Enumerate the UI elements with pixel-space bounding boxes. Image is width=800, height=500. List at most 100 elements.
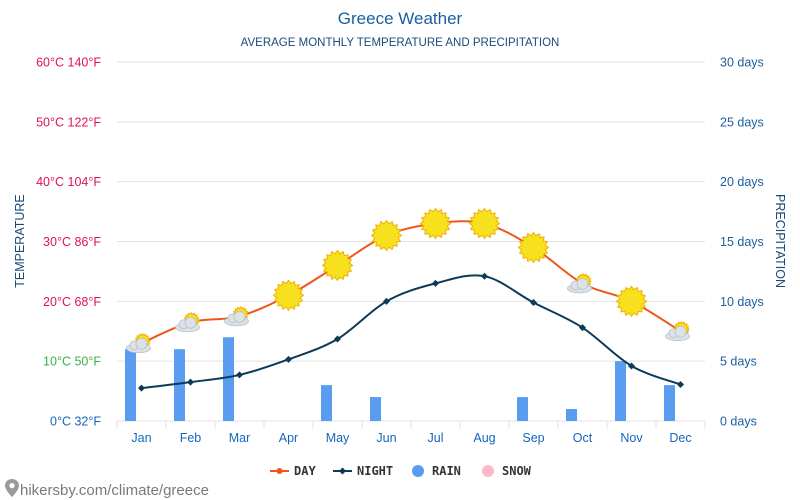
night-point	[481, 272, 488, 280]
left-tick-label: 0°C 32°F	[50, 415, 101, 429]
cloud-shape	[126, 337, 151, 354]
cloud-shape	[175, 316, 200, 333]
night-point	[236, 371, 243, 379]
chart-title: Greece Weather	[338, 9, 463, 28]
night-point	[187, 378, 194, 386]
month-label: Sep	[522, 431, 544, 445]
cloud-puff	[674, 325, 687, 338]
sun-icon	[468, 207, 501, 240]
rain-bar	[664, 385, 675, 421]
night-point	[383, 297, 390, 305]
night-line	[141, 274, 681, 390]
sun-disc	[425, 213, 446, 234]
legend-item-rain[interactable]: RAIN	[412, 464, 461, 478]
rain-bar	[566, 409, 577, 421]
y-axis-label-left: TEMPERATURE	[13, 194, 27, 288]
y-axis-label-right: PRECIPITATION	[773, 194, 787, 288]
right-tick-label: 25 days	[720, 115, 764, 129]
legend-snow-marker	[482, 465, 494, 477]
location-pin-icon	[5, 479, 19, 497]
rain-bar	[125, 349, 136, 421]
sun-disc	[278, 285, 299, 306]
night-point	[285, 355, 292, 363]
sun-cloud-icon	[567, 273, 592, 294]
month-label: Jul	[428, 431, 444, 445]
month-label: Feb	[180, 431, 202, 445]
right-tick-label: 5 days	[720, 355, 757, 369]
legend-day-label: DAY	[294, 464, 316, 478]
cloud-puff	[184, 316, 197, 329]
right-axis-ticks: 0 days 5 days 10 days 15 days 20 days 25 days…	[720, 56, 764, 429]
legend-item-night[interactable]: NIGHT	[333, 464, 393, 478]
sun-cloud-icon	[665, 320, 690, 342]
rain-bar	[615, 361, 626, 421]
weather-icons	[126, 207, 690, 354]
sun-icon	[615, 285, 648, 318]
sun-disc	[523, 237, 544, 258]
month-label: Apr	[279, 431, 298, 445]
temperature-lines	[138, 220, 684, 392]
night-point	[530, 299, 537, 307]
night-point	[677, 381, 684, 389]
source-link[interactable]: hikersby.com/climate/greece	[20, 482, 209, 499]
sun-icon	[517, 231, 550, 264]
sun-disc	[474, 213, 495, 234]
day-line	[141, 220, 682, 345]
legend-night-marker	[339, 467, 346, 475]
cloud-shape	[224, 310, 249, 327]
night-point	[432, 279, 439, 287]
chart-subtitle: AVERAGE MONTHLY TEMPERATURE AND PRECIPIT…	[241, 37, 560, 49]
right-tick-label: 0 days	[720, 415, 757, 429]
rain-bar	[174, 349, 185, 421]
legend: DAY NIGHT RAIN SNOW	[270, 464, 532, 478]
month-label: Aug	[473, 431, 495, 445]
left-axis-ticks: 0°C 32°F 10°C 50°F 20°C 68°F 30°C 86°F 40°C …	[36, 56, 101, 429]
legend-rain-marker	[412, 465, 424, 477]
month-label: Nov	[620, 431, 643, 445]
month-label: May	[326, 431, 350, 445]
left-tick-label: 20°C 68°F	[43, 295, 101, 309]
rain-bar	[321, 385, 332, 421]
month-label: Mar	[229, 431, 251, 445]
night-point	[628, 362, 635, 370]
rain-bar	[223, 337, 234, 421]
sun-icon	[321, 249, 354, 282]
legend-night-label: NIGHT	[357, 464, 393, 478]
sun-disc	[327, 255, 348, 276]
source-credit[interactable]: hikersby.com/climate/greece	[5, 479, 209, 499]
rain-bar	[517, 397, 528, 421]
cloud-puff	[233, 310, 246, 323]
month-label: Jun	[376, 431, 396, 445]
left-tick-label: 60°C 140°F	[36, 56, 101, 70]
night-point	[334, 335, 341, 343]
left-tick-label: 30°C 86°F	[43, 235, 101, 249]
legend-item-day[interactable]: DAY	[270, 464, 316, 478]
left-tick-label: 50°C 122°F	[36, 115, 101, 129]
legend-snow-label: SNOW	[502, 464, 532, 478]
sun-icon	[272, 279, 305, 312]
right-tick-label: 15 days	[720, 235, 764, 249]
grid-lines	[116, 61, 706, 429]
month-labels: Jan Feb Mar Apr May Jun Jul Aug Sep Oct Nov Dec	[131, 431, 691, 445]
month-label: Oct	[573, 431, 593, 445]
right-tick-label: 10 days	[720, 295, 764, 309]
cloud-shape	[665, 325, 690, 342]
night-point	[579, 324, 586, 332]
night-point	[138, 384, 145, 392]
legend-rain-label: RAIN	[432, 464, 461, 478]
sun-disc	[376, 225, 397, 246]
rain-bar	[370, 397, 381, 421]
sun-cloud-icon	[126, 332, 151, 354]
right-tick-label: 30 days	[720, 56, 764, 70]
sun-icon	[370, 219, 403, 252]
sun-disc	[621, 291, 642, 312]
left-tick-label: 40°C 104°F	[36, 175, 101, 189]
sun-icon	[419, 207, 452, 240]
cloud-puff	[576, 277, 589, 290]
legend-item-snow[interactable]: SNOW	[482, 464, 532, 478]
month-label: Dec	[669, 431, 691, 445]
rain-bars	[125, 337, 675, 421]
left-tick-label: 10°C 50°F	[43, 355, 101, 369]
cloud-shape	[567, 277, 592, 294]
